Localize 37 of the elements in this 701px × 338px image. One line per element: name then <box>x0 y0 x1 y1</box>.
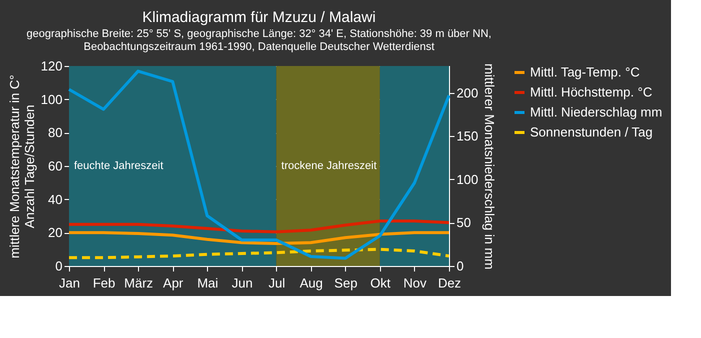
x-tick-label: Mai <box>197 276 218 290</box>
x-tick-label: März <box>124 276 154 290</box>
y2-tick-label: 0 <box>456 258 464 274</box>
x-tick-label: Okt <box>370 276 391 290</box>
y-tick-label: 0 <box>55 258 62 274</box>
x-tick-label: Sep <box>334 276 358 290</box>
band-label: feuchte Jahreszeit <box>74 160 164 172</box>
legend-label: Sonnenstunden / Tag <box>530 124 653 140</box>
y-tick-label: 100 <box>40 92 62 107</box>
y-tick-label: 80 <box>48 125 62 140</box>
y2-axis-title: mittlerer Monatsniederschlag in mm <box>482 64 498 270</box>
x-tick-label: Aug <box>300 276 323 290</box>
legend-label: Mittl. Höchsttemp. °C <box>530 84 652 100</box>
y2-tick-label: 100 <box>456 172 478 187</box>
legend-label: Mittl. Niederschlag mm <box>530 104 662 120</box>
x-tick-label: Jun <box>232 276 253 290</box>
x-tick-label: Dez <box>438 276 462 290</box>
chart-title: Klimadiagramm für Mzuzu / Malawi <box>142 9 376 26</box>
band-label: trockene Jahreszeit <box>281 160 377 172</box>
y2-tick-label: 150 <box>456 128 478 144</box>
legend-label: Mittl. Tag-Temp. °C <box>530 64 640 80</box>
x-tick-label: Jul <box>268 276 286 290</box>
y-axis-title: mittlere Monatstemperatur in C° Anzahl Tage/Stunden <box>6 74 37 258</box>
x-tick-label: Apr <box>163 276 184 290</box>
x-tick-label: Feb <box>92 276 116 290</box>
line-series <box>68 220 450 234</box>
x-tick-label: Nov <box>403 276 428 290</box>
y-tick-label: 60 <box>48 158 62 174</box>
y-tick-label: 20 <box>48 225 62 240</box>
y2-tick-label: 50 <box>456 215 471 230</box>
chart-subtitle: geographische Breite: 25° 55' S, geographische Länge: 32° 34' E, Stationshöhe: 39 m über NN, Beobachtungszeitraum 1961-1990, Datenquelle Deutscher Wetterdienst <box>26 28 492 53</box>
y2-tick-label: 200 <box>456 85 478 100</box>
y-tick-label: 40 <box>48 192 62 207</box>
line-series <box>68 248 450 260</box>
x-tick-label: Jan <box>59 276 80 290</box>
y-tick-label: 120 <box>40 58 62 74</box>
line-series <box>68 231 450 245</box>
